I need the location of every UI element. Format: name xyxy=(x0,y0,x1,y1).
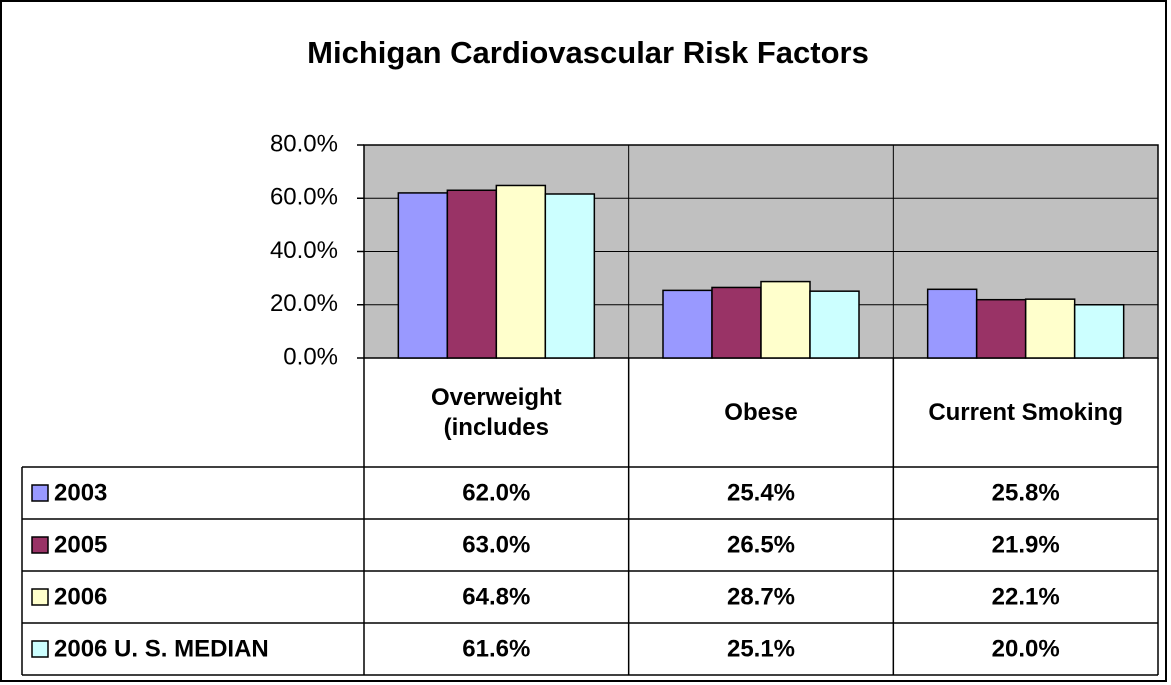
table-value: 25.1% xyxy=(727,635,795,662)
table-value: 20.0% xyxy=(992,635,1060,662)
y-tick-label: 80.0% xyxy=(270,130,338,157)
x-tick-label: Current Smoking xyxy=(928,398,1123,426)
legend-label: 2005 xyxy=(54,531,107,558)
bar xyxy=(446,189,498,359)
legend-label: 2006 xyxy=(54,583,107,610)
bar xyxy=(809,290,860,359)
y-tick-label: 60.0% xyxy=(270,184,338,211)
bar xyxy=(495,184,547,359)
bar xyxy=(662,289,713,359)
bar xyxy=(397,192,449,359)
table-value: 62.0% xyxy=(462,479,530,506)
table-value: 26.5% xyxy=(727,531,795,558)
bar xyxy=(975,298,1027,359)
legend-key xyxy=(31,536,49,554)
table-value: 25.8% xyxy=(992,479,1060,506)
table-value: 22.1% xyxy=(992,583,1060,610)
y-tick-label: 0.0% xyxy=(283,343,338,370)
x-tick-label: Obese xyxy=(724,398,798,426)
legend-label: 2006 U. S. MEDIAN xyxy=(54,635,269,662)
legend-key xyxy=(31,640,49,658)
bar xyxy=(544,193,596,359)
y-tick-label: 20.0% xyxy=(270,290,338,317)
legend-label: 2003 xyxy=(54,479,107,506)
table-value: 28.7% xyxy=(727,583,795,610)
table-value: 25.4% xyxy=(727,479,795,506)
x-tick-label: Overweight (includes xyxy=(430,383,562,441)
legend-key xyxy=(31,484,49,502)
legend-key xyxy=(31,588,49,606)
chart-title: Michigan Cardiovascular Risk Factors xyxy=(307,35,869,70)
bar xyxy=(711,286,762,359)
bar xyxy=(760,280,811,359)
table-value: 61.6% xyxy=(462,635,530,662)
table-value: 21.9% xyxy=(992,531,1060,558)
y-tick-label: 40.0% xyxy=(270,237,338,264)
bar xyxy=(926,288,978,359)
table-value: 64.8% xyxy=(462,583,530,610)
table-value: 63.0% xyxy=(462,531,530,558)
bar xyxy=(1073,304,1125,359)
bar xyxy=(1024,298,1076,359)
